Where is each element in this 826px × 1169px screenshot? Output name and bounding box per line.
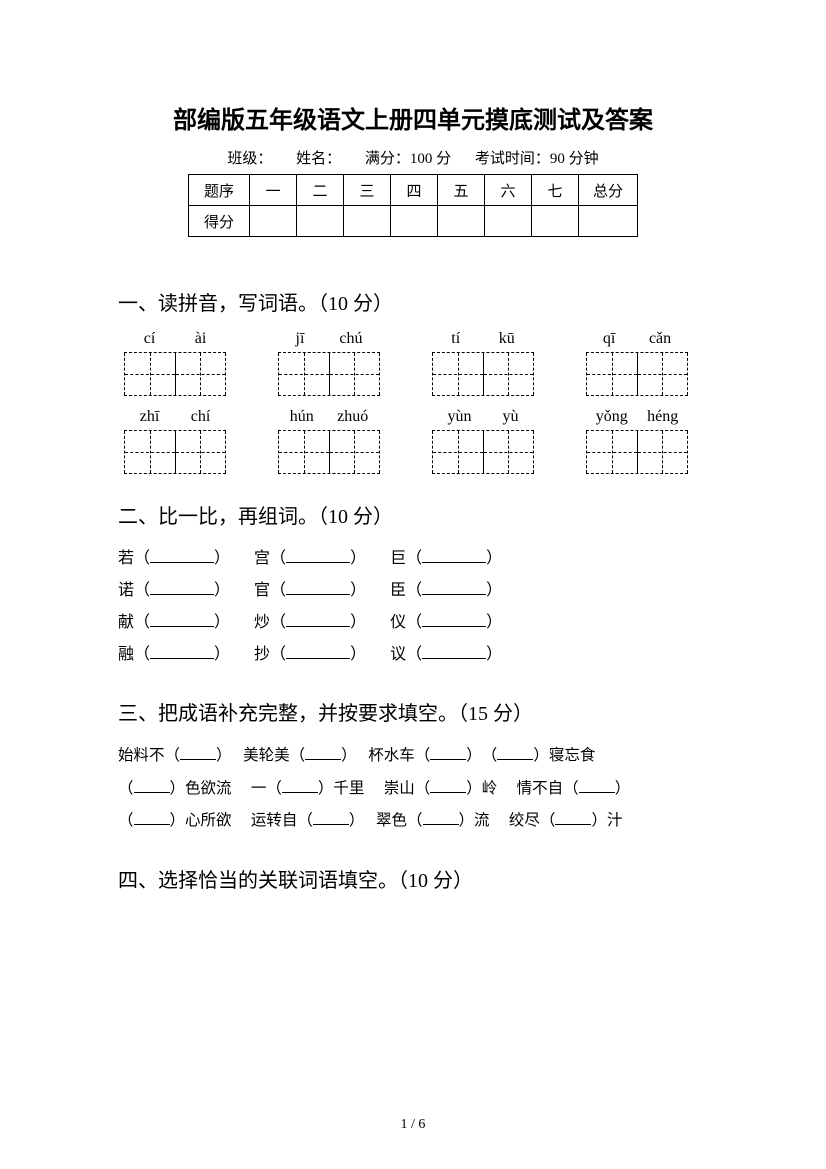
blank xyxy=(286,612,350,627)
table-row: 题序 一 二 三 四 五 六 七 总分 xyxy=(189,175,638,206)
exam-time-label: 考试时间：90 分钟 xyxy=(475,147,599,168)
section-1-heading: 一、读拼音，写词语。（10 分） xyxy=(118,287,708,316)
blank xyxy=(282,778,318,793)
cell xyxy=(579,206,638,237)
pinyin-group: yùnyù xyxy=(432,408,534,474)
blank xyxy=(313,810,349,825)
pinyin-text: qīcǎn xyxy=(586,330,688,348)
blank xyxy=(286,548,350,563)
compare-line: 献（） 炒（） 仪（） xyxy=(118,607,708,639)
pinyin-text: húnzhuó xyxy=(278,408,380,426)
section-3-heading: 三、把成语补充完整，并按要求填空。（15 分） xyxy=(118,697,708,726)
blank xyxy=(423,810,459,825)
idiom-block: 始料不（） 美轮美（） 杯水车（） （）寝忘食（）色欲流 一（）千里 崇山（）岭… xyxy=(118,740,708,838)
blank xyxy=(555,810,591,825)
pinyin-group: yǒnghéng xyxy=(586,408,688,474)
cell: 七 xyxy=(532,175,579,206)
blank xyxy=(305,745,341,760)
cell: 题序 xyxy=(189,175,250,206)
cell: 得分 xyxy=(189,206,250,237)
section-2-heading: 二、比一比，再组词。（10 分） xyxy=(118,500,708,529)
compare-line: 诺（） 官（） 臣（） xyxy=(118,575,708,607)
writing-grid xyxy=(124,352,226,396)
idiom-line: （）色欲流 一（）千里 崇山（）岭 情不自（） xyxy=(118,773,708,806)
cell: 一 xyxy=(250,175,297,206)
cell xyxy=(391,206,438,237)
pinyin-rows: cíài jīchú tíkū qīcǎn zhīchí húnzhuó yùnyù yǒn… xyxy=(124,330,708,474)
blank xyxy=(150,580,214,595)
blank xyxy=(134,810,170,825)
blank xyxy=(180,745,216,760)
pinyin-group: zhīchí xyxy=(124,408,226,474)
pinyin-text: zhīchí xyxy=(124,408,226,426)
compare-line: 若（） 宫（） 巨（） xyxy=(118,543,708,575)
idiom-line: 始料不（） 美轮美（） 杯水车（） （）寝忘食 xyxy=(118,740,708,773)
writing-grid xyxy=(278,352,380,396)
idiom-line: （）心所欲 运转自（） 翠色（）流 绞尽（）汁 xyxy=(118,805,708,838)
score-table: 题序 一 二 三 四 五 六 七 总分 得分 xyxy=(188,174,638,237)
pinyin-group: qīcǎn xyxy=(586,330,688,396)
cell xyxy=(438,206,485,237)
blank xyxy=(134,778,170,793)
compare-line: 融（） 抄（） 议（） xyxy=(118,639,708,671)
full-score-label: 满分：100 分 xyxy=(365,147,451,168)
pinyin-text: yǒnghéng xyxy=(586,408,688,426)
table-row: 得分 xyxy=(189,206,638,237)
blank xyxy=(422,612,486,627)
compare-block: 若（） 宫（） 巨（）诺（） 官（） 臣（）献（） 炒（） 仪（）融（） 抄（）… xyxy=(118,543,708,671)
cell: 总分 xyxy=(579,175,638,206)
blank xyxy=(430,745,466,760)
cell xyxy=(297,206,344,237)
pinyin-text: yùnyù xyxy=(432,408,534,426)
blank xyxy=(430,778,466,793)
blank xyxy=(579,778,615,793)
writing-grid xyxy=(586,352,688,396)
cell: 六 xyxy=(485,175,532,206)
blank xyxy=(422,644,486,659)
pinyin-group: húnzhuó xyxy=(278,408,380,474)
cell xyxy=(532,206,579,237)
pinyin-text: jīchú xyxy=(278,330,380,348)
writing-grid xyxy=(124,430,226,474)
pinyin-text: cíài xyxy=(124,330,226,348)
writing-grid xyxy=(586,430,688,474)
page-footer: 1 / 6 xyxy=(0,1117,826,1133)
cell xyxy=(344,206,391,237)
cell: 二 xyxy=(297,175,344,206)
writing-grid xyxy=(278,430,380,474)
blank xyxy=(150,644,214,659)
blank xyxy=(422,548,486,563)
class-label: 班级： xyxy=(227,147,272,168)
section-4-heading: 四、选择恰当的关联词语填空。（10 分） xyxy=(118,864,708,893)
blank xyxy=(422,580,486,595)
cell xyxy=(250,206,297,237)
blank xyxy=(286,580,350,595)
cell: 三 xyxy=(344,175,391,206)
page: 部编版五年级语文上册四单元摸底测试及答案 班级： 姓名： 满分：100 分 考试… xyxy=(0,0,826,1169)
blank xyxy=(150,548,214,563)
page-title: 部编版五年级语文上册四单元摸底测试及答案 xyxy=(118,100,708,135)
pinyin-group: jīchú xyxy=(278,330,380,396)
blank xyxy=(286,644,350,659)
pinyin-group: tíkū xyxy=(432,330,534,396)
writing-grid xyxy=(432,352,534,396)
pinyin-text: tíkū xyxy=(432,330,534,348)
blank xyxy=(150,612,214,627)
meta-row: 班级： 姓名： 满分：100 分 考试时间：90 分钟 xyxy=(118,147,708,168)
cell: 五 xyxy=(438,175,485,206)
name-label: 姓名： xyxy=(296,147,341,168)
writing-grid xyxy=(432,430,534,474)
cell xyxy=(485,206,532,237)
pinyin-group: cíài xyxy=(124,330,226,396)
blank xyxy=(497,745,533,760)
cell: 四 xyxy=(391,175,438,206)
